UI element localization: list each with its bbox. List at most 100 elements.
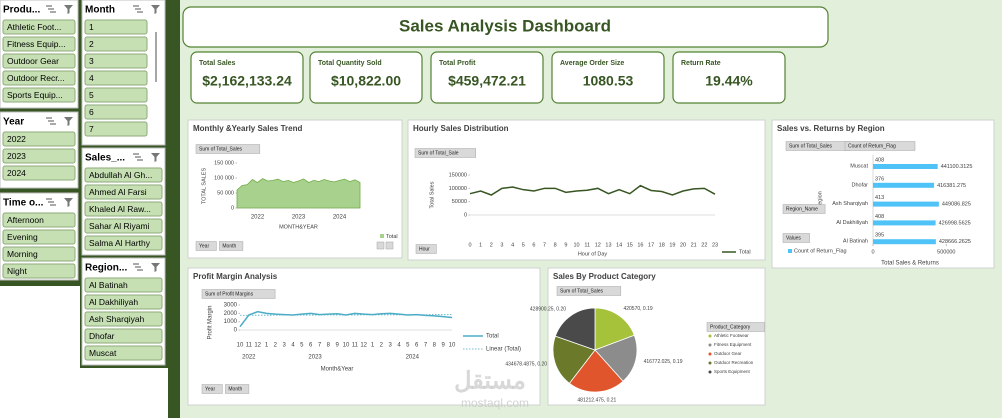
field-button-label: Sum of Profit Margins (205, 291, 254, 297)
field-button[interactable] (844, 141, 916, 151)
legend-label: Total (739, 249, 751, 255)
data-label: 420570, 0.19 (623, 306, 652, 312)
slicer-item[interactable] (2, 70, 76, 86)
y-axis-label: Profit Margin (208, 305, 214, 339)
slicer-item[interactable] (2, 165, 76, 181)
legend-label: Count of Return_Flag (794, 248, 847, 254)
slicer-item[interactable] (84, 167, 163, 183)
chart-title: Sales By Product Category (553, 272, 656, 281)
slicer-item[interactable] (84, 294, 163, 310)
legend-swatch (708, 370, 712, 374)
slicer-item[interactable] (84, 345, 163, 361)
x-tick-label: 6 (415, 343, 419, 349)
clear-filter-icon (64, 5, 73, 14)
slicer-item-label: Muscat (89, 348, 117, 358)
slicer-item-label: Abdullah Al Gh... (89, 170, 152, 180)
multi-select-icon (133, 263, 143, 271)
clear-filter-icon (64, 198, 73, 207)
x-group-label: 2023 (292, 215, 306, 221)
expand-button[interactable] (376, 241, 385, 250)
y-tick-label: 100000 (449, 186, 467, 192)
x-tick-label: 6 (309, 343, 313, 349)
kpi-value: $2,162,133.24 (202, 73, 292, 89)
multi-select-icon (46, 198, 56, 206)
field-button[interactable] (415, 244, 437, 254)
panel-strip (168, 0, 180, 418)
slicer-item[interactable] (84, 277, 163, 293)
field-button[interactable] (201, 384, 223, 394)
x-group-label: 2024 (406, 355, 420, 361)
slicer-item[interactable] (84, 201, 163, 217)
field-button[interactable] (225, 384, 250, 394)
field-button[interactable] (706, 322, 765, 332)
x-tick-label: 3 (388, 343, 392, 349)
slicer-item[interactable] (84, 328, 163, 344)
slicer-item[interactable] (2, 53, 76, 69)
multi-select-icon (133, 153, 143, 161)
x-tick-label: 12 (254, 343, 261, 349)
x-tick-label: 2 (490, 242, 493, 248)
category-label: Muscat (850, 163, 868, 169)
field-button[interactable] (201, 289, 276, 299)
slicer-item[interactable] (2, 131, 76, 147)
slicer-item-label: Evening (7, 232, 38, 242)
title-box (182, 6, 829, 48)
slicer-item[interactable] (2, 87, 76, 103)
kpi-label: Return Rate (681, 60, 721, 67)
slicer-item[interactable] (84, 53, 148, 69)
field-button[interactable] (782, 204, 826, 214)
slicer-item[interactable] (84, 36, 148, 52)
field-button[interactable] (195, 144, 261, 154)
slicer-item[interactable] (2, 212, 76, 228)
category-label: Al Batinah (843, 239, 868, 245)
slicer-item[interactable] (2, 263, 76, 279)
field-button[interactable] (782, 233, 810, 243)
slicer-item-label: 4 (89, 73, 94, 83)
y-tick-label: 50000 (452, 199, 467, 205)
slicer-item[interactable] (84, 235, 163, 251)
slicer-item[interactable] (2, 36, 76, 52)
data-label: 395 (875, 233, 884, 239)
x-tick-label: 2 (274, 343, 278, 349)
field-button[interactable] (414, 148, 476, 158)
slicer-item-label: Al Batinah (89, 280, 128, 290)
slicer-item[interactable] (84, 184, 163, 200)
kpi-label: Average Order Size (560, 60, 624, 67)
field-button[interactable] (556, 286, 622, 296)
x-tick-label: 3 (282, 343, 286, 349)
field-button-label: Hour (419, 246, 430, 252)
slicer-title: Region... (85, 263, 127, 274)
x-tick-label: 22 (701, 242, 707, 248)
category-label: Ash Sharqiyah (832, 201, 868, 207)
x-tick-label: 4 (511, 242, 514, 248)
slicer-item[interactable] (2, 229, 76, 245)
multi-select-icon (46, 117, 56, 125)
field-button[interactable] (195, 241, 217, 251)
kpi-card (551, 51, 665, 104)
slicer-item[interactable] (2, 19, 76, 35)
slicer-item[interactable] (84, 104, 148, 120)
slicer-item[interactable] (84, 19, 148, 35)
slicer-item[interactable] (84, 311, 163, 327)
field-button[interactable] (219, 241, 244, 251)
kpi-card (430, 51, 544, 104)
x-tick-label: 1 (371, 343, 375, 349)
legend-label: Outdoor Recreation (714, 360, 754, 365)
collapse-button[interactable] (385, 241, 394, 250)
slicer-item[interactable] (84, 218, 163, 234)
legend-label: Fitness Equipment (714, 342, 752, 347)
x-tick-label: 19 (669, 242, 675, 248)
slicer-item[interactable] (84, 70, 148, 86)
clear-filter-icon (64, 117, 73, 126)
slicer-item[interactable] (84, 87, 148, 103)
x-tick-label: 10 (449, 343, 456, 349)
data-line (469, 184, 716, 196)
slicer-item[interactable] (2, 148, 76, 164)
slicer-item[interactable] (2, 246, 76, 262)
x-tick-label: 7 (543, 242, 546, 248)
legend-swatch (380, 234, 384, 238)
slicer-item-label: 5 (89, 90, 94, 100)
slicer-item[interactable] (84, 121, 148, 137)
slicer-item-label: 2022 (7, 134, 26, 144)
